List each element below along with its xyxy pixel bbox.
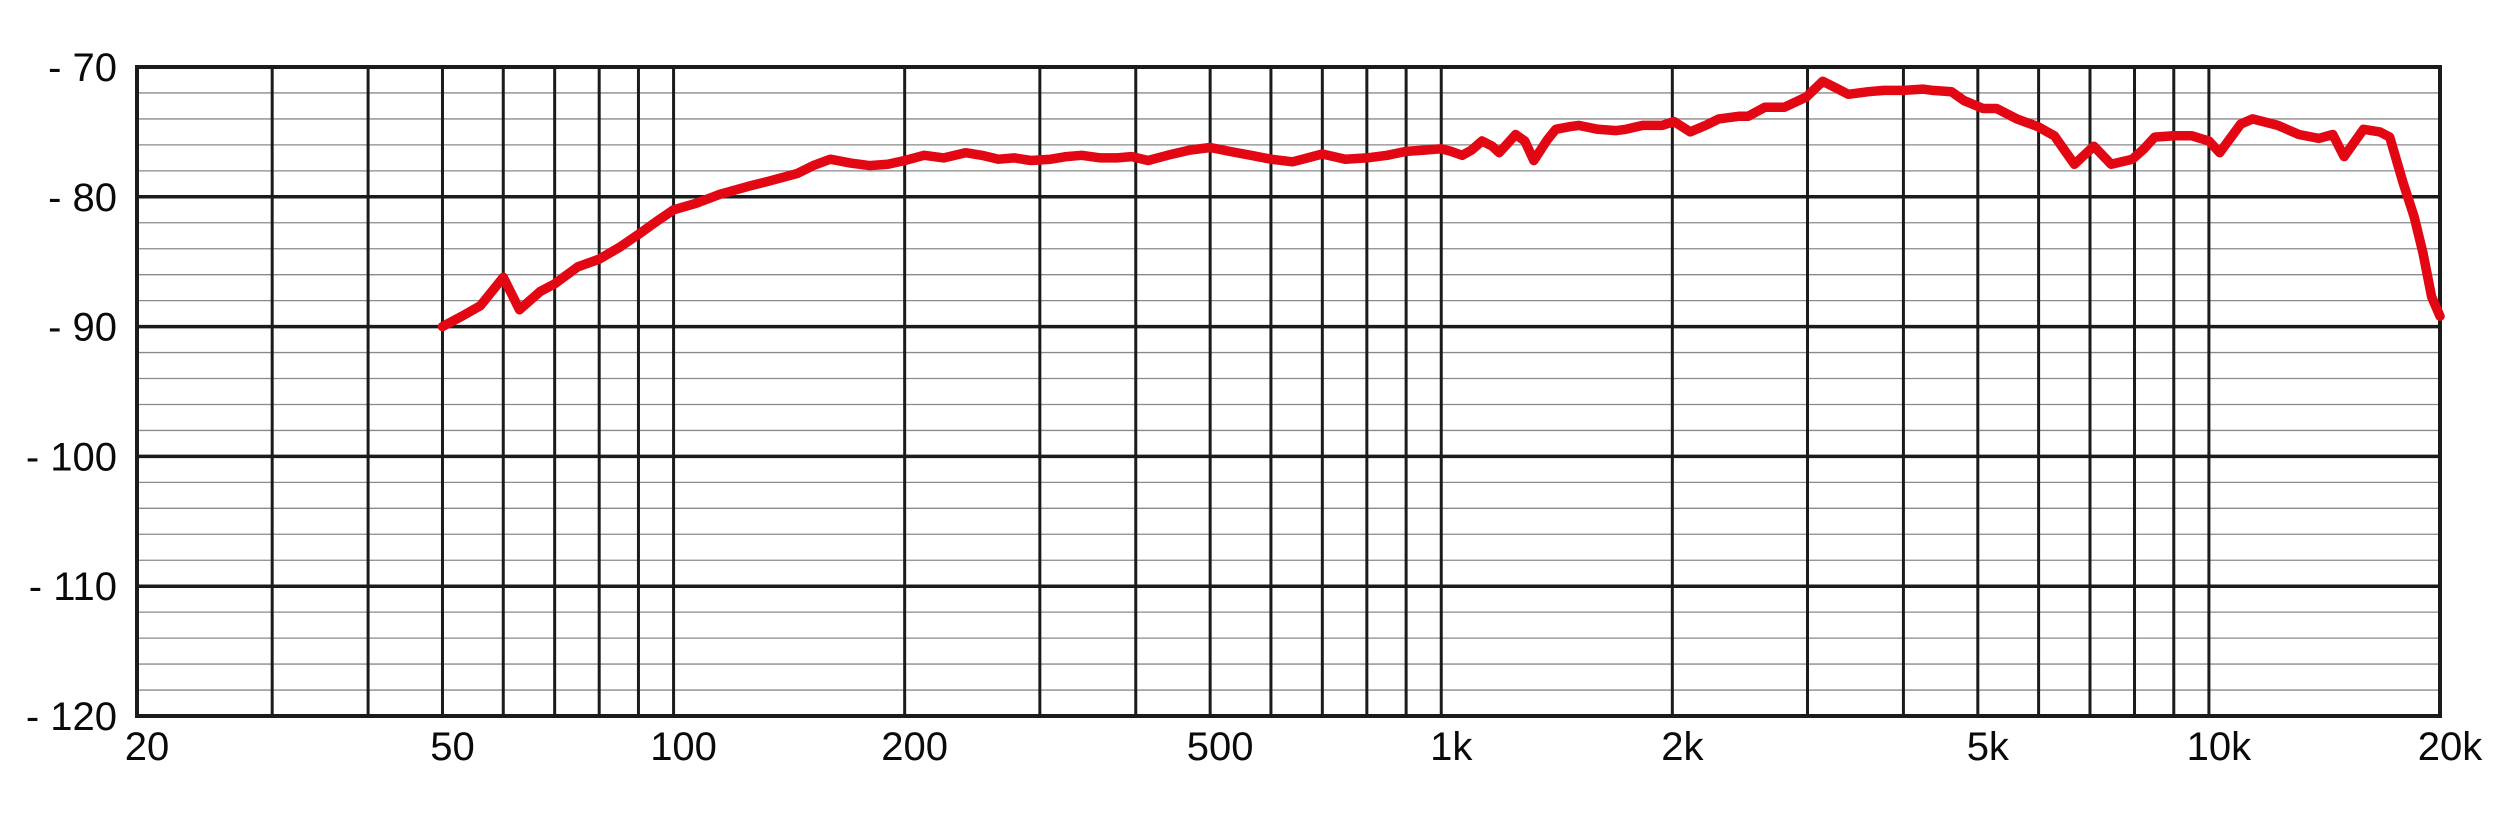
y-tick-label: - 110	[29, 565, 117, 609]
gridlines-minor-horizontal	[137, 92, 2440, 691]
y-tick-label: - 90	[48, 306, 117, 350]
x-tick-label: 500	[1187, 725, 1254, 769]
gridlines-vertical	[270, 67, 2211, 716]
x-tick-label: 10k	[2187, 725, 2252, 769]
response-curve	[437, 76, 2445, 332]
plot-border-rect	[135, 65, 2442, 718]
y-tick-label: - 120	[26, 695, 117, 739]
y-tick-label: - 70	[48, 46, 117, 90]
plot-border	[135, 65, 2442, 718]
x-tick-label: 100	[650, 725, 717, 769]
x-tick-label: 20	[125, 725, 170, 769]
x-tick-label: 50	[430, 725, 475, 769]
curve-frequency-response	[437, 76, 2445, 332]
x-axis-tick-labels: 20 50 100 200 500 1k 2k 5k 10k 20k	[125, 725, 2483, 769]
x-tick-label: 1k	[1430, 725, 1473, 769]
x-tick-label: 2k	[1661, 725, 1704, 769]
y-axis-tick-labels: - 70 - 80 - 90 - 100 - 110 - 120	[26, 46, 117, 739]
x-tick-label: 5k	[1967, 725, 2010, 769]
y-tick-label: - 100	[26, 435, 117, 479]
y-tick-label: - 80	[48, 176, 117, 220]
x-tick-label: 200	[881, 725, 948, 769]
x-tick-label: 20k	[2418, 725, 2483, 769]
